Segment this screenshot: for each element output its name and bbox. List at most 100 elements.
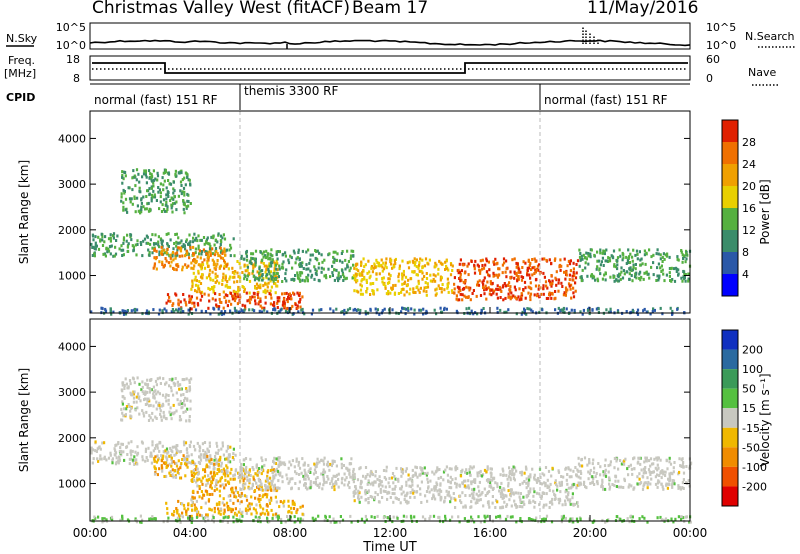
range-cell: [266, 504, 269, 508]
range-cell: [407, 306, 410, 310]
power-cbar-tick: 8: [742, 246, 749, 259]
range-cell: [362, 269, 365, 273]
range-cell: [271, 471, 274, 474]
range-cell: [153, 178, 156, 182]
range-cell: [285, 279, 288, 283]
range-cell: [301, 512, 304, 516]
range-cell: [636, 252, 639, 256]
range-cell: [133, 197, 136, 200]
range-cell: [184, 462, 187, 466]
power-cbar-tick: 28: [742, 136, 756, 149]
range-cell: [236, 260, 239, 263]
range-cell: [161, 176, 164, 180]
range-cell: [240, 500, 243, 504]
range-cell: [256, 293, 259, 296]
range-cell: [405, 290, 408, 294]
range-cell: [121, 442, 124, 446]
range-cell: [409, 477, 412, 481]
range-cell: [634, 267, 637, 271]
range-cell: [670, 517, 673, 521]
range-cell: [121, 181, 124, 185]
range-cell: [291, 499, 294, 503]
range-cell: [245, 249, 248, 253]
range-cell: [512, 491, 515, 495]
range-cell: [596, 279, 600, 283]
range-cell: [97, 515, 100, 519]
range-cell: [188, 381, 191, 384]
range-cell: [476, 280, 479, 284]
range-cell: [591, 520, 594, 524]
range-cell: [188, 298, 191, 302]
range-cell: [278, 463, 281, 467]
range-cell: [203, 441, 207, 444]
range-cell: [613, 279, 616, 283]
range-cell: [217, 307, 220, 311]
range-cell: [498, 267, 501, 271]
range-cell: [602, 470, 605, 474]
range-cell: [265, 276, 268, 280]
range-cell: [166, 511, 169, 515]
range-cell: [246, 475, 249, 479]
range-cell: [656, 468, 659, 472]
range-cell: [270, 498, 273, 502]
range-cell: [456, 298, 459, 302]
range-cell: [680, 515, 683, 519]
velocity-cbar-tick: 15: [742, 402, 756, 415]
range-cell: [178, 387, 181, 391]
range-cell: [584, 266, 587, 270]
colorbar-segment: [722, 164, 738, 186]
range-cell: [340, 466, 343, 470]
range-cell: [572, 482, 575, 486]
range-cell: [203, 468, 206, 472]
range-cell: [571, 492, 574, 496]
range-cell: [514, 503, 517, 507]
range-cell: [609, 310, 612, 314]
range-cell: [204, 483, 208, 487]
range-cell: [534, 259, 537, 263]
range-cell: [682, 257, 685, 260]
range-cell: [258, 470, 261, 474]
range-cell: [400, 492, 403, 496]
range-cell: [125, 445, 129, 449]
range-cell: [367, 501, 370, 505]
range-cell: [152, 385, 155, 389]
range-cell: [413, 308, 416, 312]
range-cell: [404, 500, 408, 504]
range-cell: [252, 274, 255, 278]
range-cell: [198, 485, 201, 488]
range-cell: [406, 283, 409, 287]
range-cell: [232, 520, 235, 524]
range-cell: [170, 203, 173, 207]
range-cell: [270, 285, 273, 289]
range-cell: [124, 208, 127, 212]
range-cell: [182, 245, 185, 249]
range-cell: [355, 267, 358, 271]
range-cell: [365, 278, 368, 282]
range-cell: [405, 494, 408, 498]
range-cell: [171, 304, 174, 307]
range-cell: [188, 300, 191, 304]
range-cell: [496, 485, 499, 489]
range-cell: [171, 254, 174, 258]
range-cell: [382, 469, 386, 472]
range-cell: [155, 392, 158, 396]
range-cell: [454, 506, 457, 509]
range-cell: [483, 468, 487, 472]
range-cell: [142, 411, 145, 415]
range-cell: [266, 479, 269, 483]
range-cell: [174, 172, 177, 176]
range-cell: [208, 444, 211, 448]
range-cell: [155, 460, 159, 464]
range-cell: [130, 406, 133, 410]
range-cell: [474, 501, 477, 505]
range-cell: [253, 489, 257, 492]
range-cell: [562, 516, 565, 520]
range-cell: [509, 297, 512, 301]
range-cell: [163, 171, 167, 175]
range-cell: [334, 250, 337, 254]
range-cell: [479, 493, 482, 497]
range-cell: [243, 476, 246, 480]
range-cell: [496, 288, 500, 291]
range-cell: [564, 293, 567, 297]
freq-right-tick-bottom: 0: [706, 72, 713, 85]
